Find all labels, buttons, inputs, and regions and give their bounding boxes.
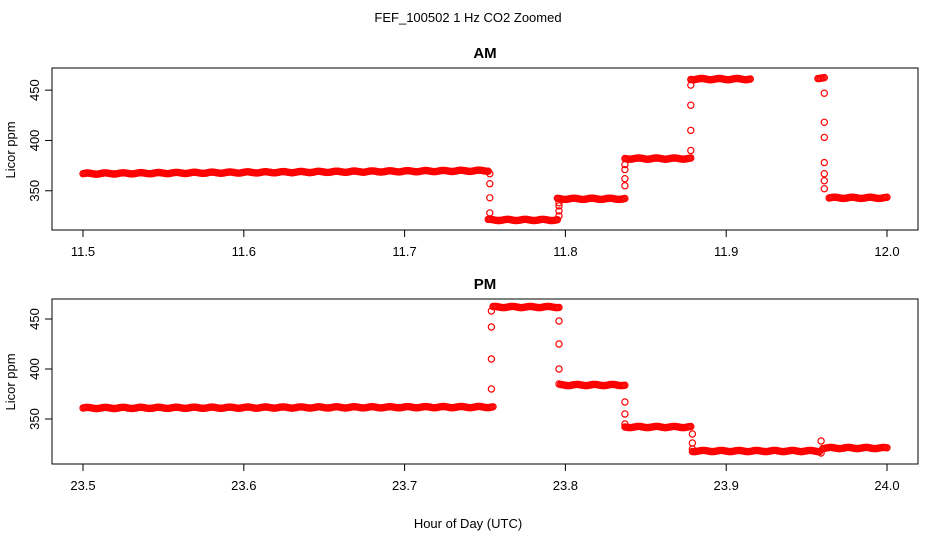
am-y-axis: 350 400 450 xyxy=(27,79,52,202)
pm-transition-point xyxy=(621,420,629,428)
pm-transition-point xyxy=(555,340,563,348)
am-transition-point xyxy=(820,89,829,97)
am-transition-point xyxy=(687,101,695,109)
figure-x-axis-label: Hour of Day (UTC) xyxy=(414,516,522,531)
am-panel: AM Licor ppm 11.5 11.6 11.7 11.8 11.9 12.0 35… xyxy=(3,45,919,259)
am-data-point xyxy=(621,194,629,203)
am-transition-point xyxy=(820,169,829,178)
am-x-tick-label: 11.7 xyxy=(392,244,416,259)
pm-data-points xyxy=(79,302,891,457)
pm-transition-point xyxy=(817,437,825,445)
am-transition-point xyxy=(555,207,563,215)
am-data-point xyxy=(883,193,891,201)
am-x-tick-label: 11.8 xyxy=(553,244,577,259)
am-transition-point xyxy=(687,126,695,135)
pm-transition-point xyxy=(487,323,496,331)
pm-y-tick-label: 450 xyxy=(27,308,42,330)
pm-transition-point xyxy=(487,355,496,363)
pm-transition-point xyxy=(621,410,629,418)
am-transition-point xyxy=(486,179,494,188)
pm-data-point xyxy=(489,403,497,411)
am-transition-point xyxy=(555,202,563,210)
am-transition-point xyxy=(820,158,829,167)
pm-y-axis: 350 400 450 xyxy=(27,308,52,430)
am-data-point xyxy=(553,215,562,224)
am-x-tick-label: 11.9 xyxy=(714,244,738,259)
pm-x-tick-label: 24.0 xyxy=(874,478,899,493)
pm-transition-point xyxy=(555,380,563,388)
pm-transition-point xyxy=(555,317,563,325)
am-x-tick-label: 11.5 xyxy=(71,244,95,259)
am-transition-point xyxy=(621,165,629,174)
am-transition-point xyxy=(621,181,629,190)
pm-transition-point xyxy=(487,385,496,393)
am-transition-point xyxy=(820,184,829,193)
pm-transition-point xyxy=(688,439,697,447)
pm-data-point xyxy=(621,381,629,389)
am-transition-point xyxy=(621,174,629,183)
pm-x-tick-label: 23.8 xyxy=(553,478,578,493)
am-transition-point xyxy=(555,199,563,207)
am-panel-title: AM xyxy=(473,45,496,62)
am-x-axis: 11.5 11.6 11.7 11.8 11.9 12.0 xyxy=(71,230,900,259)
am-transition-point xyxy=(486,169,494,178)
am-data-points xyxy=(79,73,891,225)
am-transition-point xyxy=(820,133,829,142)
pm-transition-point xyxy=(688,430,697,438)
am-transition-point xyxy=(555,212,563,220)
am-y-tick-label: 450 xyxy=(27,79,42,101)
am-transition-point xyxy=(820,118,829,127)
pm-transition-point xyxy=(621,398,629,406)
pm-plot-frame xyxy=(51,298,919,465)
pm-transition-point xyxy=(688,445,697,453)
am-plot-frame xyxy=(51,67,919,231)
am-data-point xyxy=(687,154,695,162)
am-transition-point xyxy=(820,176,829,185)
pm-transition-point xyxy=(817,449,825,457)
pm-y-axis-label: Licor ppm xyxy=(3,353,18,410)
am-transition-point xyxy=(621,160,629,169)
am-data-point xyxy=(746,75,755,83)
am-x-tick-label: 12.0 xyxy=(874,244,899,259)
pm-x-tick-label: 23.7 xyxy=(392,478,417,493)
am-transition-point xyxy=(486,194,494,202)
am-transition-point xyxy=(687,146,695,155)
pm-x-axis: 23.5 23.6 23.7 23.8 23.9 24.0 xyxy=(70,464,900,493)
pm-panel: PM Licor ppm 23.5 23.6 23.7 23.8 23.9 24.0 35… xyxy=(3,276,919,493)
pm-data-point xyxy=(687,422,695,431)
am-x-tick-label: 11.6 xyxy=(232,244,256,259)
pm-transition-point xyxy=(555,365,563,373)
am-transition-point xyxy=(687,81,695,89)
am-y-tick-label: 350 xyxy=(27,180,42,202)
am-y-axis-label: Licor ppm xyxy=(3,121,18,178)
pm-x-tick-label: 23.5 xyxy=(70,478,95,493)
pm-data-point xyxy=(555,303,563,312)
am-transition-point xyxy=(486,209,494,217)
pm-x-tick-label: 23.9 xyxy=(714,478,739,493)
pm-y-tick-label: 400 xyxy=(27,358,42,380)
pm-transition-point xyxy=(487,307,496,315)
pm-panel-title: PM xyxy=(474,276,497,293)
am-data-point xyxy=(820,73,829,82)
pm-data-point xyxy=(883,444,891,452)
pm-y-tick-label: 350 xyxy=(27,408,42,430)
pm-x-tick-label: 23.6 xyxy=(231,478,256,493)
figure-title: FEF_100502 1 Hz CO2 Zoomed xyxy=(374,10,561,25)
am-y-tick-label: 400 xyxy=(27,130,42,152)
